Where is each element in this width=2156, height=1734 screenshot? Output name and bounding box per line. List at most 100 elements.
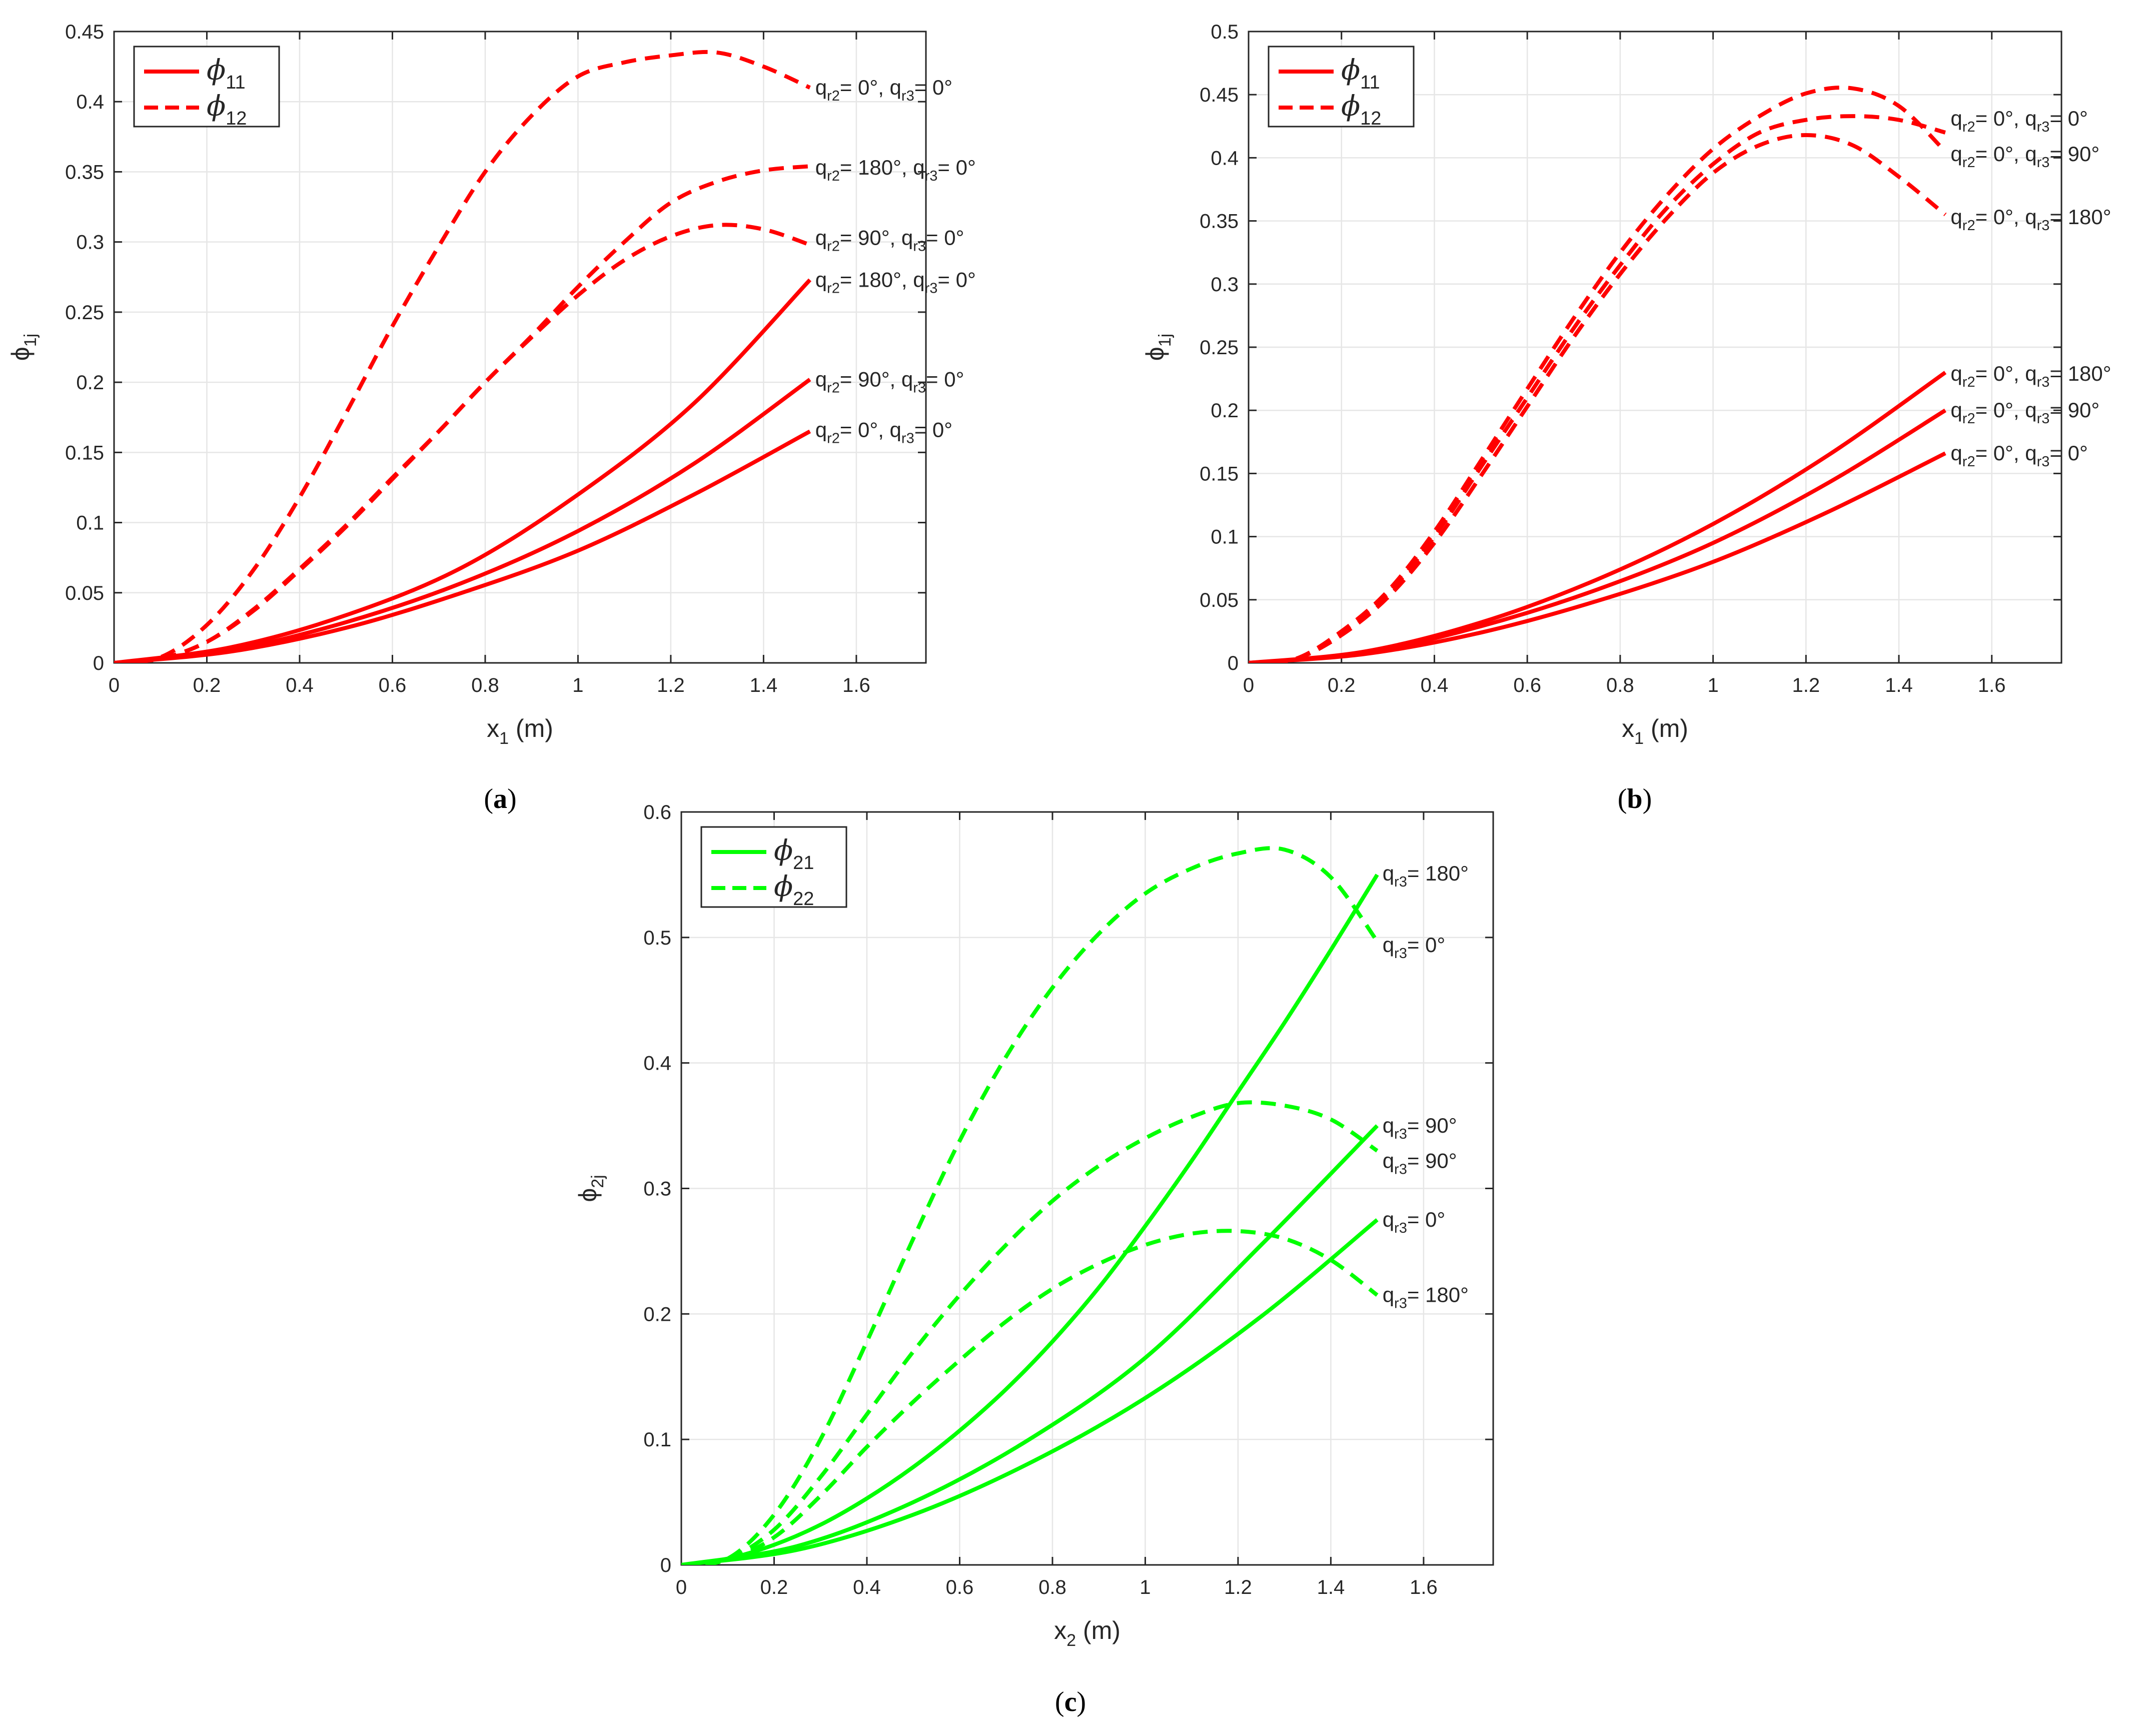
y-axis-label: ϕ1j — [1141, 334, 1175, 361]
x-tick-label: 0.4 — [1421, 674, 1449, 696]
annotation-q: q — [1383, 1208, 1394, 1231]
legend-symbol: ϕ — [207, 90, 226, 123]
annotation-q: q — [2025, 142, 2036, 166]
annotation-sub: r3 — [2037, 119, 2050, 135]
caption-open: ( — [484, 783, 493, 814]
y-axis-label: ϕ1j — [7, 334, 40, 361]
y-tick-label: 0.3 — [1211, 274, 1239, 296]
annotation-q: q — [890, 76, 901, 99]
annotation-value: = 0°, — [1975, 398, 2025, 422]
legend-label: ϕ11 — [1341, 54, 1380, 93]
x-tick-label: 0.6 — [379, 674, 407, 696]
x-tick-label: 1.2 — [1224, 1576, 1252, 1598]
y-tick-label: 0.1 — [1211, 526, 1239, 548]
x-tick-label: 0.8 — [471, 674, 499, 696]
x-tick-label: 0.6 — [1513, 674, 1541, 696]
y-tick-label: 0.45 — [1200, 84, 1239, 106]
annotation-q: q — [1950, 142, 1962, 166]
annotation-q: q — [815, 368, 827, 391]
panel-caption: (b) — [1618, 783, 1652, 814]
annotation-value: = 180° — [1407, 861, 1469, 885]
y-tick-label: 0.25 — [65, 302, 104, 324]
annotation-sub: r3 — [1394, 946, 1407, 962]
axes-box — [113, 31, 927, 664]
annotation-sub: r2 — [827, 280, 840, 296]
caption-letter: b — [1627, 783, 1642, 814]
x-axis-label-unit: (m) — [1644, 714, 1688, 742]
x-tick-label: 0.4 — [853, 1576, 881, 1598]
curve-annotation: qr2= 0°, qr3= 0° — [815, 418, 952, 446]
x-tick-label: 1.4 — [1885, 674, 1913, 696]
annotation-value: = 90° — [2049, 398, 2099, 422]
annotation-sub: r3 — [1394, 1161, 1407, 1177]
annotation-sub: r3 — [2037, 374, 2050, 390]
chart-panel-b: 0 0.2 0.4 0.6 0.8 1 1.2 1.4 1.6 0 0.05 0.1 0.15 0.2 0.… — [1141, 21, 2111, 814]
annotation-value: = 180°, — [840, 268, 913, 291]
x-axis-label: x1 (m) — [487, 714, 553, 748]
y-tick-label: 0.2 — [1211, 400, 1239, 422]
annotation-sub: r2 — [1962, 411, 1975, 427]
legend-box — [1268, 46, 1415, 128]
annotation-q: q — [2025, 398, 2036, 422]
annotation-q: q — [1950, 107, 1962, 130]
annotation-value: = 0°, — [840, 418, 890, 441]
annotation-value: = 0° — [914, 76, 952, 99]
annotation-sub: r3 — [2037, 155, 2050, 171]
annotation-q: q — [2025, 362, 2036, 385]
chart-panel-c: 0 0.2 0.4 0.6 0.8 1 1.2 1.4 1.6 0 0.1 0.2 0.3 0.4 0.5 0… — [574, 801, 1494, 1717]
y-axis-label-base: ϕ — [7, 347, 35, 361]
annotation-sub: r3 — [901, 430, 914, 446]
annotation-value: = 0° — [926, 368, 964, 391]
y-tick-label: 0.45 — [65, 21, 104, 43]
caption-close: ) — [507, 783, 517, 814]
annotation-sub: r2 — [827, 380, 840, 396]
annotation-sub: r3 — [1394, 1126, 1407, 1142]
legend-label: ϕ12 — [207, 90, 247, 129]
annotation-value: = 0°, — [1975, 142, 2025, 166]
annotation-q: q — [1950, 205, 1962, 229]
annotation-q: q — [815, 76, 827, 99]
annotation-value: = 90° — [1407, 1114, 1457, 1137]
legend-label: ϕ22 — [774, 871, 814, 910]
curve-annotation: qr2= 0°, qr3= 0° — [815, 76, 952, 104]
curve-annotation: qr3= 0° — [1383, 1208, 1446, 1236]
x-tick-label: 0.4 — [286, 674, 314, 696]
annotation-value: = 90° — [2049, 142, 2099, 166]
x-axis-label: x2 (m) — [1054, 1616, 1121, 1650]
y-tick-label: 0.4 — [643, 1053, 671, 1075]
y-tick-label: 0.3 — [76, 232, 104, 254]
annotation-value: = 0°, — [1975, 205, 2025, 229]
annotation-value: = 90°, — [840, 226, 901, 249]
annotation-value: = 0° — [937, 156, 975, 179]
caption-close: ) — [1643, 783, 1652, 814]
legend-symbol: ϕ — [1341, 90, 1360, 123]
y-axis-label: ϕ2j — [574, 1175, 607, 1202]
series-line-solid — [681, 1124, 1379, 1565]
annotation-sub: r3 — [925, 168, 938, 184]
annotation-value: = 90°, — [840, 368, 901, 391]
series-group — [114, 50, 812, 663]
annotation-q: q — [815, 226, 827, 249]
annotation-q: q — [1950, 362, 1962, 385]
y-tick-label: 0.4 — [1211, 147, 1239, 169]
annotation-sub: r3 — [1394, 1220, 1407, 1236]
y-axis-label-sub: 1j — [1156, 334, 1175, 347]
annotation-sub: r3 — [2037, 218, 2050, 234]
annotation-sub: r3 — [901, 88, 914, 104]
legend-symbol: ϕ — [1341, 54, 1360, 87]
annotation-q: q — [890, 418, 901, 441]
annotation-sub: r2 — [1962, 218, 1975, 234]
legend-sub: 22 — [793, 889, 814, 910]
legend-box — [133, 46, 280, 128]
annotation-value: = 0°, — [1975, 107, 2025, 130]
annotation-value: = 0°, — [1975, 362, 2025, 385]
chart-panel-a: 0 0.2 0.4 0.6 0.8 1 1.2 1.4 1.6 0 0.05 0.1 0.15 0.2 0.… — [7, 21, 976, 814]
series-line-solid — [114, 378, 811, 663]
x-tick-label: 0.2 — [193, 674, 221, 696]
legend-label: ϕ21 — [774, 834, 814, 874]
y-tick-label: 0 — [660, 1554, 671, 1576]
legend-sub: 12 — [226, 108, 247, 129]
y-tick-label: 0.35 — [1200, 211, 1239, 233]
